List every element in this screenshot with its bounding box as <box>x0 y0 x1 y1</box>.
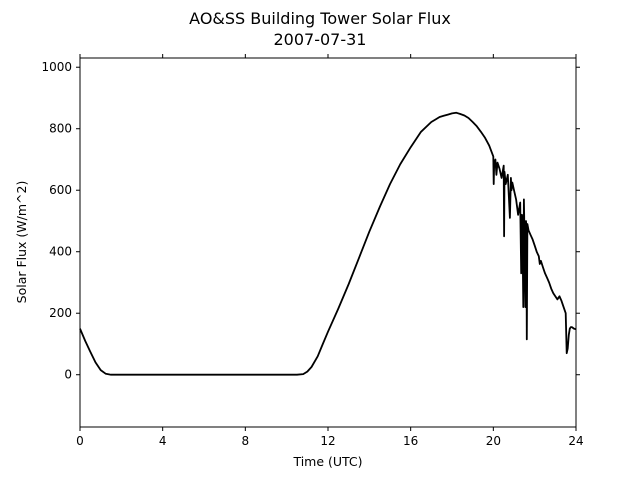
y-tick-label: 800 <box>49 122 72 136</box>
y-tick-label: 600 <box>49 183 72 197</box>
y-tick-label: 400 <box>49 245 72 259</box>
y-tick-label: 200 <box>49 306 72 320</box>
y-tick-label: 1000 <box>41 60 72 74</box>
x-tick-label: 20 <box>486 434 501 448</box>
x-tick-label: 24 <box>568 434 583 448</box>
x-tick-label: 4 <box>159 434 167 448</box>
x-tick-label: 0 <box>76 434 84 448</box>
x-tick-label: 8 <box>242 434 250 448</box>
x-tick-label: 12 <box>320 434 335 448</box>
plot-frame <box>79 57 577 428</box>
y-tick-label: 0 <box>64 368 72 382</box>
chart-title: AO&SS Building Tower Solar Flux <box>189 9 451 28</box>
x-axis-label: Time (UTC) <box>292 454 362 469</box>
y-axis-label: Solar Flux (W/m^2) <box>14 181 29 304</box>
x-axis-ticks: 0 4 8 12 16 20 24 <box>76 54 584 448</box>
solar-flux-line <box>79 111 577 376</box>
x-tick-label: 16 <box>403 434 418 448</box>
y-axis-ticks: 0 200 400 600 800 1000 <box>41 60 580 382</box>
chart-subtitle: 2007-07-31 <box>274 30 367 49</box>
